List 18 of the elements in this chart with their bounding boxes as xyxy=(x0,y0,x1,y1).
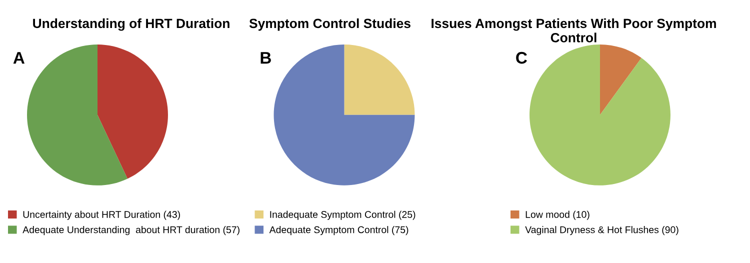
pie-slice xyxy=(98,44,168,179)
pie-slice xyxy=(530,44,670,186)
chart-title: Understanding of HRT Duration xyxy=(33,18,230,31)
legend-label: Low mood (10) xyxy=(526,210,590,220)
pie-slice xyxy=(344,44,415,115)
legend-label: Adequate Understanding about HRT duration (57) xyxy=(22,226,240,236)
legend-label: Inadequate Symptom Control (25) xyxy=(270,210,416,220)
pie-slice xyxy=(600,44,642,115)
chart-title: Symptom Control Studies xyxy=(249,18,410,31)
pie-slice xyxy=(27,44,128,186)
legend-label: Adequate Symptom Control (75) xyxy=(269,226,408,236)
text: B xyxy=(260,52,271,64)
chart-title: Issues Amongst Patients With Poor Symptom Control xyxy=(432,18,716,42)
text: A xyxy=(13,52,25,64)
pie-slice xyxy=(274,44,415,186)
text: C xyxy=(516,52,527,64)
legend-label: Uncertainty about HRT Duration (43) xyxy=(23,210,180,220)
legend-label: Vaginal Dryness & Hot Flushes (90) xyxy=(525,226,678,236)
